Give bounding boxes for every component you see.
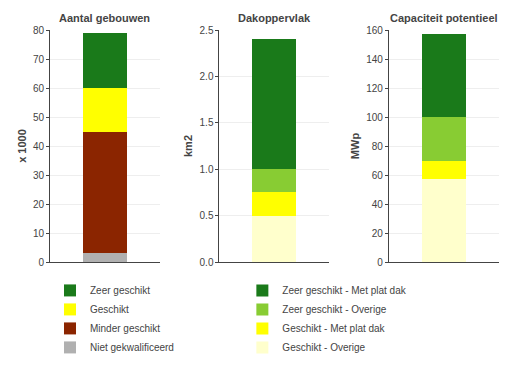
svg-text:80: 80 — [33, 25, 45, 36]
svg-text:2.0: 2.0 — [200, 71, 214, 82]
svg-text:0: 0 — [38, 257, 44, 268]
svg-text:Dakoppervlak: Dakoppervlak — [238, 12, 311, 24]
svg-text:0.0: 0.0 — [200, 257, 214, 268]
svg-text:50: 50 — [33, 112, 45, 123]
svg-text:Aantal gebouwen: Aantal gebouwen — [59, 12, 150, 24]
svg-text:120: 120 — [366, 83, 383, 94]
svg-text:30: 30 — [33, 170, 45, 181]
svg-text:70: 70 — [33, 54, 45, 65]
svg-text:0.5: 0.5 — [200, 210, 214, 221]
svg-text:Zeer geschikt: Zeer geschikt — [90, 285, 150, 296]
svg-text:20: 20 — [33, 199, 45, 210]
svg-text:20: 20 — [372, 228, 384, 239]
svg-text:Minder geschikt: Minder geschikt — [90, 323, 160, 334]
svg-text:Geschikt - Met plat dak: Geschikt - Met plat dak — [282, 323, 385, 334]
svg-text:Geschikt: Geschikt — [90, 304, 129, 315]
svg-text:40: 40 — [33, 141, 45, 152]
svg-text:0: 0 — [377, 257, 383, 268]
svg-text:MWp: MWp — [349, 133, 361, 160]
svg-text:Capaciteit potentieel: Capaciteit potentieel — [390, 12, 498, 24]
svg-text:x 1000: x 1000 — [16, 129, 28, 163]
svg-text:km2: km2 — [182, 135, 194, 157]
svg-text:Niet gekwalificeerd: Niet gekwalificeerd — [90, 342, 174, 353]
svg-text:1.0: 1.0 — [200, 164, 214, 175]
svg-text:60: 60 — [33, 83, 45, 94]
svg-text:2.5: 2.5 — [200, 25, 214, 36]
svg-text:140: 140 — [366, 54, 383, 65]
svg-text:1.5: 1.5 — [200, 117, 214, 128]
svg-text:100: 100 — [366, 112, 383, 123]
svg-text:Geschikt - Overige: Geschikt - Overige — [282, 342, 365, 353]
svg-text:160: 160 — [366, 25, 383, 36]
svg-text:80: 80 — [372, 141, 384, 152]
svg-text:10: 10 — [33, 228, 45, 239]
svg-text:Zeer geschikt - Overige: Zeer geschikt - Overige — [282, 304, 386, 315]
svg-text:60: 60 — [372, 170, 384, 181]
svg-text:40: 40 — [372, 199, 384, 210]
svg-text:Zeer geschikt - Met plat dak: Zeer geschikt - Met plat dak — [282, 285, 406, 296]
